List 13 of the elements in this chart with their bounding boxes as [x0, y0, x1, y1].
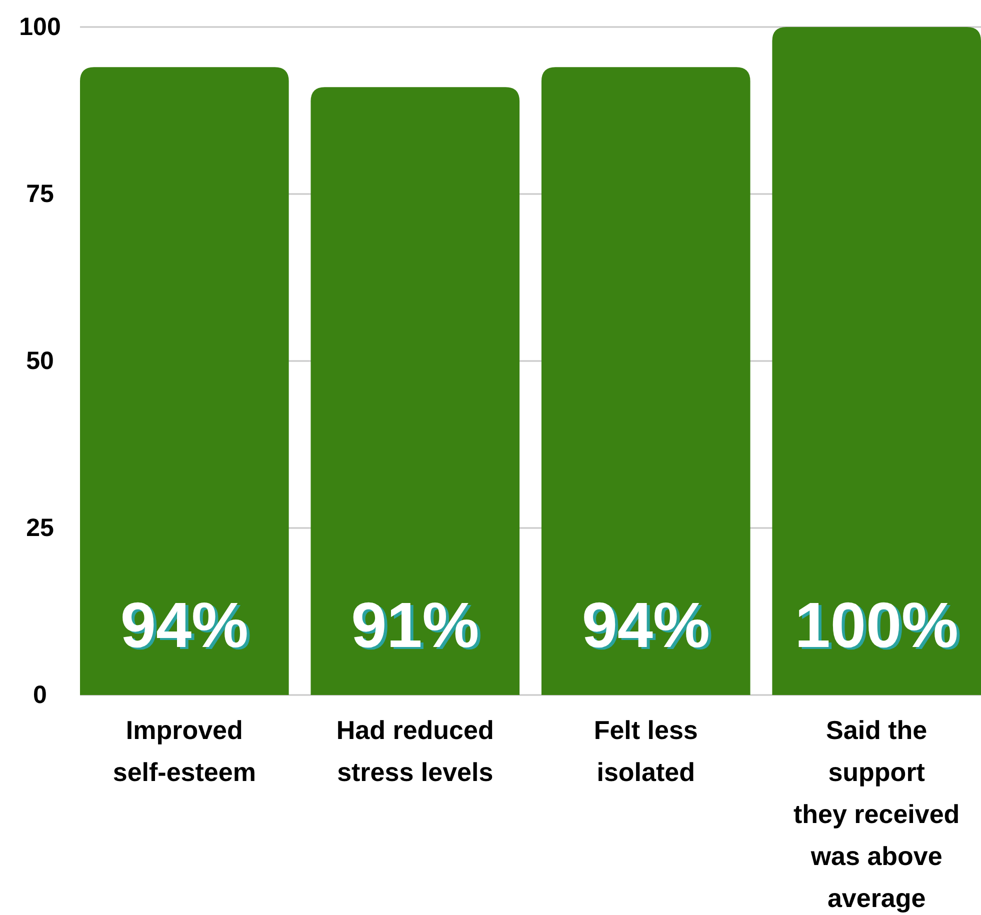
x-tick-label: Said the support they received was above average: [793, 715, 960, 913]
data-label: 100%: [794, 589, 958, 661]
y-tick-label: 75: [26, 180, 54, 208]
y-tick-label: 50: [26, 347, 54, 375]
data-label: 91%: [351, 589, 480, 661]
y-tick-label: 100: [19, 13, 61, 41]
data-label: 94%: [120, 589, 248, 661]
x-tick-label: Improved self-esteem: [112, 715, 256, 787]
x-tick-label: Had reduced stress levels: [336, 715, 494, 787]
data-label: 94%: [582, 589, 710, 661]
y-tick-label: 25: [26, 514, 54, 542]
x-tick-label: Felt less isolated: [594, 715, 698, 787]
y-tick-label: 0: [33, 681, 47, 709]
